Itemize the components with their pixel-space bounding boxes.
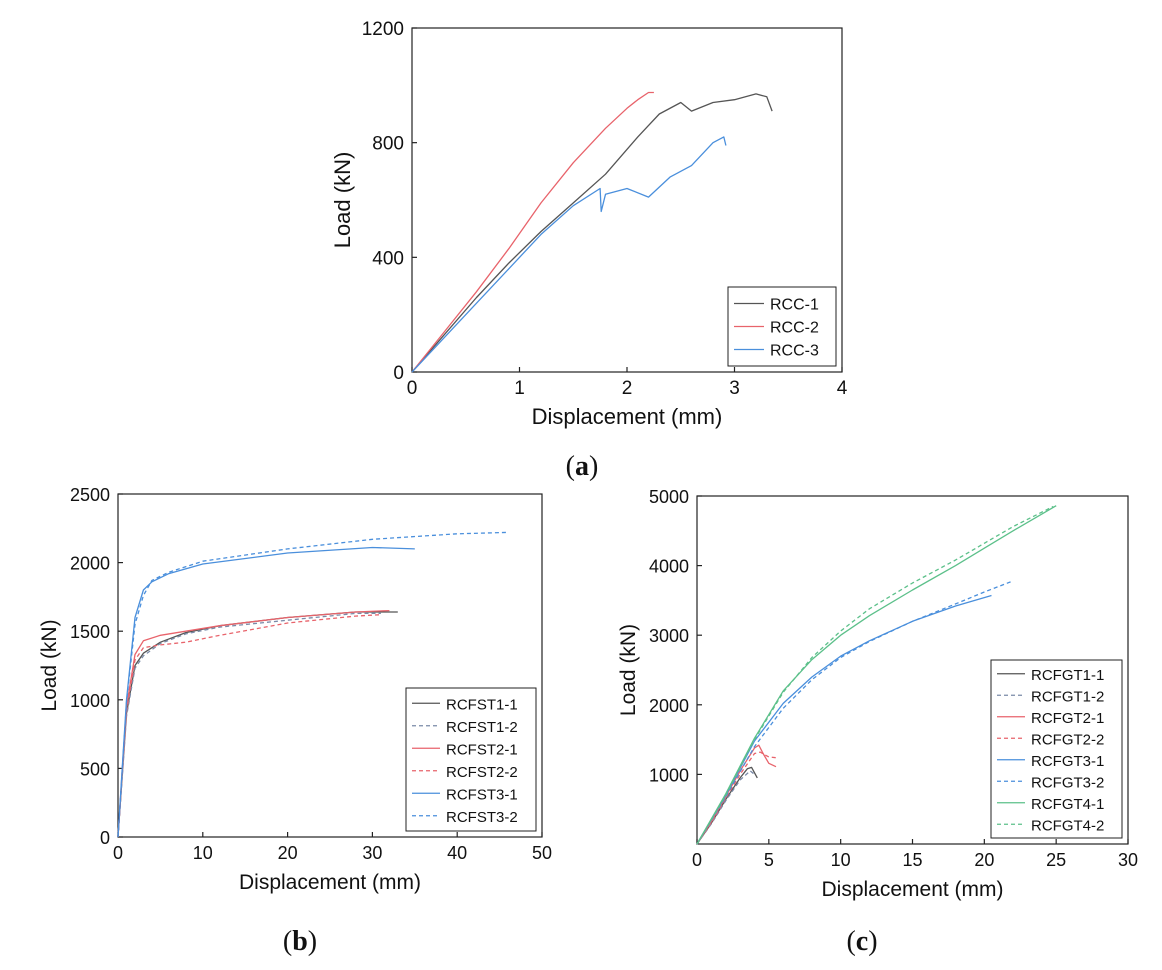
y-tick-label: 800 xyxy=(372,134,404,155)
legend-label: RCFST2-2 xyxy=(446,764,518,781)
x-tick-label: 3 xyxy=(729,378,740,399)
x-tick-label: 5 xyxy=(764,850,774,870)
y-axis-label: Load (kN) xyxy=(617,624,640,716)
y-tick-label: 0 xyxy=(100,828,110,848)
y-tick-label: 1000 xyxy=(649,765,689,785)
y-tick-label: 400 xyxy=(372,248,404,269)
legend-label: RCFST1-2 xyxy=(446,719,518,736)
x-tick-label: 4 xyxy=(837,378,848,399)
y-tick-label: 3000 xyxy=(649,626,689,646)
series-line-rcfst2-2 xyxy=(117,614,381,838)
legend-label: RCFST3-2 xyxy=(446,809,518,826)
x-axis-label: Displacement (mm) xyxy=(239,871,421,894)
legend-label: RCFGT4-2 xyxy=(1031,817,1104,834)
x-tick-label: 0 xyxy=(407,378,418,399)
legend: RCFST1-1 RCFST1-2 RCFST2-1 RCFST2-2 RCFST3-1… xyxy=(405,687,537,832)
series-line-rcfst1-2 xyxy=(117,612,381,838)
series-line-rcfgt4-1 xyxy=(696,505,1057,845)
x-tick-label: 1 xyxy=(514,378,525,399)
chart-c: 0 5 10 15 20 25 30 1000 2000 3000 4000 5000 Displace… xyxy=(617,487,1138,957)
panel-caption: (c) xyxy=(846,926,877,957)
series-line-rcfgt2-1 xyxy=(696,744,777,845)
series-line-rcfgt1-2 xyxy=(696,770,755,845)
series-line-rcfst3-1 xyxy=(117,546,415,838)
y-tick-label: 500 xyxy=(80,759,110,779)
series-line-rcc-1 xyxy=(411,93,773,373)
legend-label: RCC-1 xyxy=(770,297,819,314)
legend-label: RCFST2-1 xyxy=(446,741,518,758)
plot-frame xyxy=(117,493,543,838)
y-tick-label: 1200 xyxy=(362,19,404,40)
legend-label: RCFGT1-1 xyxy=(1031,667,1104,684)
x-axis-label: Displacement (mm) xyxy=(821,878,1003,901)
y-axis-label: Load (kN) xyxy=(38,619,61,711)
x-tick-label: 10 xyxy=(193,843,213,863)
legend: RCFGT1-1 RCFGT1-2 RCFGT2-1 RCFGT2-2 RCFGT3-1… xyxy=(990,659,1123,839)
legend-label: RCFGT2-2 xyxy=(1031,731,1104,748)
x-tick-label: 40 xyxy=(447,843,467,863)
series-line-rcfgt1-1 xyxy=(696,766,758,845)
legend-label: RCFGT1-2 xyxy=(1031,688,1104,705)
legend-label: RCFGT2-1 xyxy=(1031,710,1104,727)
y-tick-label: 2500 xyxy=(70,485,110,505)
series-line-rcc-3 xyxy=(411,136,727,373)
x-tick-label: 20 xyxy=(974,850,994,870)
legend-label: RCFST3-1 xyxy=(446,786,518,803)
y-tick-label: 5000 xyxy=(649,487,689,507)
y-axis-label: Load (kN) xyxy=(330,152,355,249)
legend-label: RCFGT4-1 xyxy=(1031,796,1104,813)
legend: RCC-1 RCC-2 RCC-3 xyxy=(727,286,837,367)
y-tick-label: 2000 xyxy=(70,554,110,574)
x-tick-label: 30 xyxy=(1118,850,1138,870)
x-tick-label: 50 xyxy=(532,843,552,863)
x-tick-label: 15 xyxy=(902,850,922,870)
chart-a: 0 1 2 3 4 0 400 800 1200 Displacement (mm) Load (k… xyxy=(330,19,848,482)
y-tick-label: 1500 xyxy=(70,622,110,642)
legend-label: RCFST1-1 xyxy=(446,696,518,713)
series-line-rcfst3-2 xyxy=(117,531,509,838)
x-tick-label: 2 xyxy=(622,378,633,399)
x-tick-label: 20 xyxy=(278,843,298,863)
x-tick-label: 0 xyxy=(113,843,123,863)
series-line-rcfst1-1 xyxy=(117,611,398,838)
x-tick-label: 10 xyxy=(831,850,851,870)
legend-label: RCC-3 xyxy=(770,343,819,360)
legend-box xyxy=(405,687,537,832)
chart-b: 0 10 20 30 40 5005001000150020002500Displacem… xyxy=(38,485,552,957)
series-line-rcc-2 xyxy=(411,91,654,373)
y-tick-label: 4000 xyxy=(649,557,689,577)
legend-label: RCFGT3-2 xyxy=(1031,774,1104,791)
legend-label: RCC-2 xyxy=(770,320,819,337)
x-tick-label: 30 xyxy=(362,843,382,863)
series-line-rcfgt4-2 xyxy=(696,505,1054,845)
x-axis-label: Displacement (mm) xyxy=(532,404,723,429)
x-tick-label: 0 xyxy=(692,850,702,870)
series-line-rcfgt3-2 xyxy=(696,580,1014,845)
y-tick-label: 1000 xyxy=(70,691,110,711)
series-line-rcfgt2-2 xyxy=(696,751,777,845)
panel-caption: (a) xyxy=(566,451,599,482)
legend-label: RCFGT3-1 xyxy=(1031,753,1104,770)
y-tick-label: 0 xyxy=(393,363,404,384)
panel-caption: (b) xyxy=(283,926,317,957)
x-tick-label: 25 xyxy=(1046,850,1066,870)
legend-box xyxy=(990,659,1123,839)
y-tick-label: 2000 xyxy=(649,696,689,716)
